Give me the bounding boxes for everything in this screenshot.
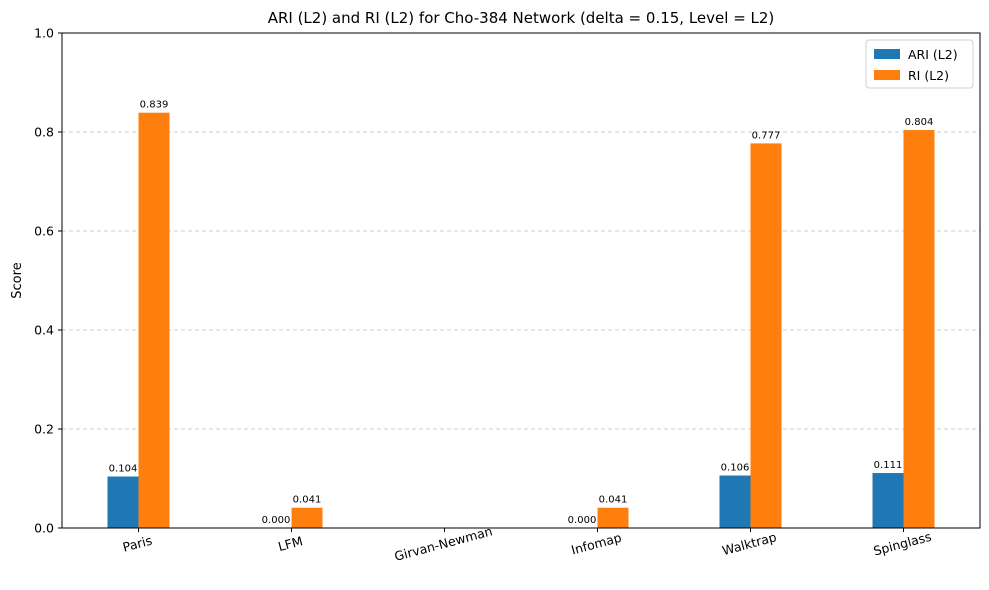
y-tick-label: 0.4 bbox=[34, 323, 54, 338]
bar-value-label: 0.106 bbox=[721, 463, 750, 474]
axes-layer: 0.0 0.2 0.4 0.6 0.8 1.0 Paris LFM Girvan-Newman I… bbox=[34, 26, 981, 564]
y-tick-label: 0.0 bbox=[34, 521, 54, 536]
x-tick-label: Walktrap bbox=[721, 529, 779, 558]
bar-value-label: 0.000 bbox=[568, 515, 597, 526]
bar-value-label: 0.804 bbox=[905, 117, 934, 128]
bar-value-label: 0.104 bbox=[109, 464, 138, 475]
legend-swatch bbox=[874, 70, 900, 80]
y-axis-title: Score bbox=[10, 262, 25, 298]
bar-ri bbox=[138, 112, 170, 528]
bar-ari bbox=[107, 476, 139, 528]
bar-value-label: 0.111 bbox=[874, 460, 903, 471]
y-tick-label: 0.2 bbox=[34, 422, 54, 437]
bar-ari bbox=[719, 475, 751, 528]
bar-value-label: 0.839 bbox=[140, 100, 169, 111]
bar-value-label: 0.000 bbox=[262, 515, 291, 526]
bar-ri bbox=[903, 130, 935, 528]
bar-ari bbox=[872, 473, 904, 528]
x-tick-label: Infomap bbox=[570, 530, 624, 558]
bar-ri bbox=[597, 507, 629, 528]
x-tick-label: Girvan-Newman bbox=[393, 523, 494, 564]
legend-entry-label: ARI (L2) bbox=[908, 47, 958, 62]
x-tick-label: LFM bbox=[276, 533, 304, 554]
bar-ri bbox=[750, 143, 782, 528]
y-tick-label: 0.6 bbox=[34, 224, 54, 239]
grid-layer bbox=[62, 131, 980, 430]
y-tick-label: 1.0 bbox=[34, 26, 54, 41]
bars-layer bbox=[107, 112, 935, 528]
plot-frame bbox=[61, 32, 981, 529]
bar-ri bbox=[291, 507, 323, 528]
legend-swatch bbox=[874, 49, 900, 59]
bar-value-label: 0.041 bbox=[599, 495, 628, 506]
y-tick-label: 0.8 bbox=[34, 125, 54, 140]
bar-value-label: 0.777 bbox=[752, 130, 781, 141]
x-tick-label: Spinglass bbox=[872, 529, 933, 559]
chart-title: ARI (L2) and RI (L2) for Cho-384 Network… bbox=[268, 9, 775, 27]
legend: ARI (L2) RI (L2) bbox=[865, 39, 974, 89]
bar-labels-layer: 0.1040.8390.0000.0410.0000.0410.1060.777… bbox=[109, 100, 934, 526]
legend-entry-label: RI (L2) bbox=[908, 68, 949, 83]
bar-value-label: 0.041 bbox=[293, 495, 322, 506]
x-tick-label: Paris bbox=[121, 533, 154, 555]
